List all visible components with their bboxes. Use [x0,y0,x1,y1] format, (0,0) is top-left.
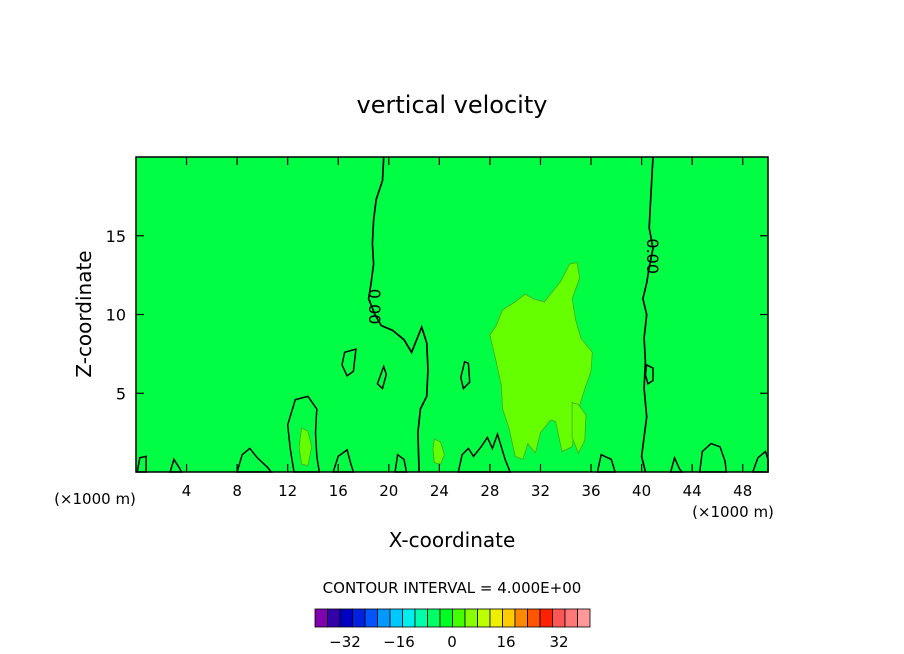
colorbar-swatch [489,608,503,628]
x-tick-label: 40 [632,482,651,500]
y-tick-label: 10 [106,306,126,325]
x-unit-label-right: (×1000 m) [692,503,774,521]
x-unit-label-left: (×1000 m) [54,490,136,508]
zero-contour-1 [640,156,654,473]
negative-cell-contour-10 [457,431,512,473]
colorbar-swatch [314,608,328,628]
colorbar-label: 0 [447,633,457,651]
x-tick-label: 28 [480,482,499,500]
background-field [136,157,768,472]
colorbar-swatch [539,608,553,628]
x-axis-label: X-coordinate [389,528,516,552]
positive-regions [298,262,593,467]
x-tick-labels: 4 8 12 16 20 24 28 32 36 40 44 48 [182,482,752,500]
x-tick-label: 24 [430,482,449,500]
negative-cell-contour-1 [341,348,357,378]
negative-cell-contour-0 [286,395,321,473]
x-tick-label: 16 [329,482,348,500]
colorbar-labels: −32 −16 0 16 32 [329,633,568,651]
x-tick-label: 48 [733,482,752,500]
colorbar-swatch [377,608,391,628]
colorbar-swatch [339,608,353,628]
x-tick-label: 12 [278,482,297,500]
axis-ticks [136,157,768,472]
colorbar-swatch [352,608,366,628]
positive-region-3 [432,438,445,465]
y-tick-label: 15 [106,227,126,246]
negative-cell-contour-2 [376,364,388,390]
y-tick-labels: 5 10 15 [106,227,126,404]
colorbar-swatch [464,608,478,628]
contour-interval-text: CONTOUR INTERVAL = 4.000E+00 [323,579,582,597]
x-tick-label: 32 [531,482,550,500]
colorbar-label: 16 [496,633,515,651]
colorbar-swatch [439,608,453,628]
colorbar-label: 32 [549,633,568,651]
x-tick-label: 44 [683,482,702,500]
colorbar-swatch [402,608,416,628]
colorbar-swatch [514,608,528,628]
colorbar-swatch [527,608,541,628]
zero-contour-label-right: 0.00 [643,238,662,274]
zero-contour-label-left: 0.00 [365,289,384,325]
colorbar-swatch [364,608,378,628]
positive-region-1 [571,402,587,455]
chart-title: vertical velocity [357,91,548,119]
zero-contours [367,156,654,473]
colorbar-swatch [552,608,566,628]
x-tick-label: 36 [581,482,600,500]
colorbar-label: −32 [329,633,361,651]
zero-contour-labels: 0.00 0.00 [365,238,662,324]
negative-cell-contour-3 [460,360,471,390]
x-tick-label: 20 [379,482,398,500]
x-tick-label: 8 [232,482,242,500]
colorbar-swatch [502,608,516,628]
x-tick-label: 4 [182,482,192,500]
colorbar-swatch [477,608,491,628]
colorbar [314,608,591,628]
y-tick-label: 5 [116,384,126,403]
zero-contour-0 [367,156,429,473]
y-axis-label: Z-coordinate [72,250,96,377]
colorbar-swatch [564,608,578,628]
positive-region-0 [489,262,593,460]
colorbar-swatch [327,608,341,628]
positive-region-2 [298,427,313,467]
colorbar-swatch [452,608,466,628]
colorbar-swatch [414,608,428,628]
colorbar-swatch [427,608,441,628]
colorbar-swatch [577,608,591,628]
colorbar-label: −16 [383,633,415,651]
colorbar-swatch [389,608,403,628]
